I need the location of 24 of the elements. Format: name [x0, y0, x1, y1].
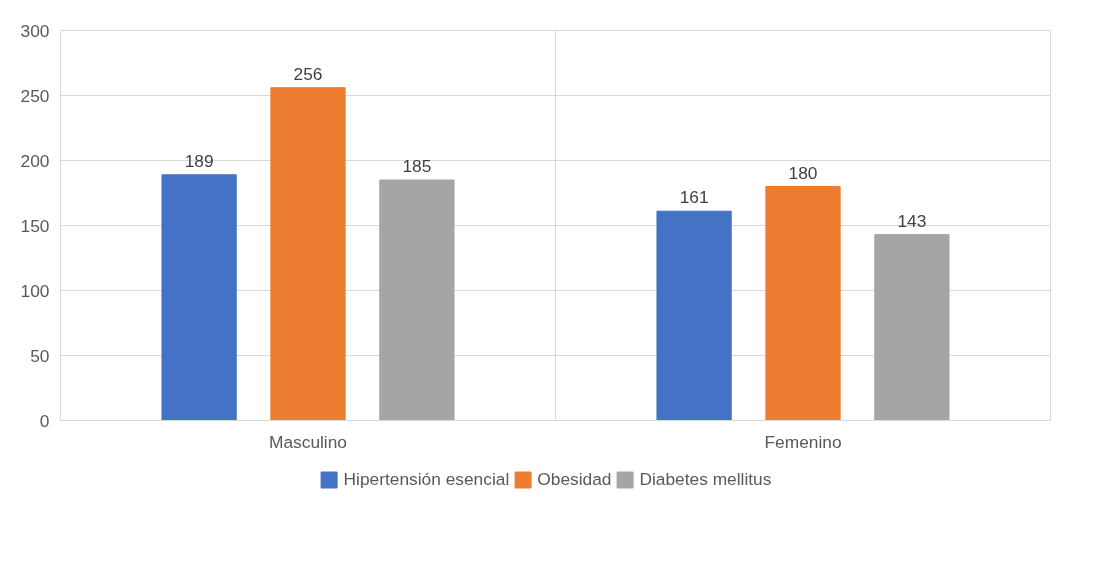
- data-label: 143: [897, 210, 927, 231]
- data-label: 161: [679, 187, 709, 208]
- data-label: 189: [184, 150, 214, 171]
- bar: [874, 234, 950, 421]
- y-tick-label: 250: [20, 85, 50, 106]
- legend-label: Diabetes mellitus: [639, 468, 772, 490]
- x-tick-label: Masculino: [268, 431, 348, 452]
- y-tick-label: 50: [30, 345, 50, 366]
- y-tick-label: 200: [20, 150, 50, 171]
- bar: [379, 179, 455, 421]
- legend-label: Hipertensión esencial: [343, 468, 510, 490]
- data-label: 180: [788, 162, 818, 183]
- bar: [270, 87, 346, 421]
- legend-label: Obesidad: [537, 468, 612, 490]
- y-tick-label: 100: [20, 280, 50, 301]
- x-tick-label: Femenino: [764, 431, 842, 452]
- bar: [161, 174, 237, 421]
- data-label: 185: [402, 156, 432, 176]
- bar: [656, 210, 732, 421]
- data-label: 256: [293, 63, 323, 84]
- bar: [765, 186, 841, 421]
- y-tick-label: 150: [20, 215, 50, 236]
- y-tick-label: 300: [20, 20, 50, 41]
- y-tick-label: 0: [39, 410, 50, 431]
